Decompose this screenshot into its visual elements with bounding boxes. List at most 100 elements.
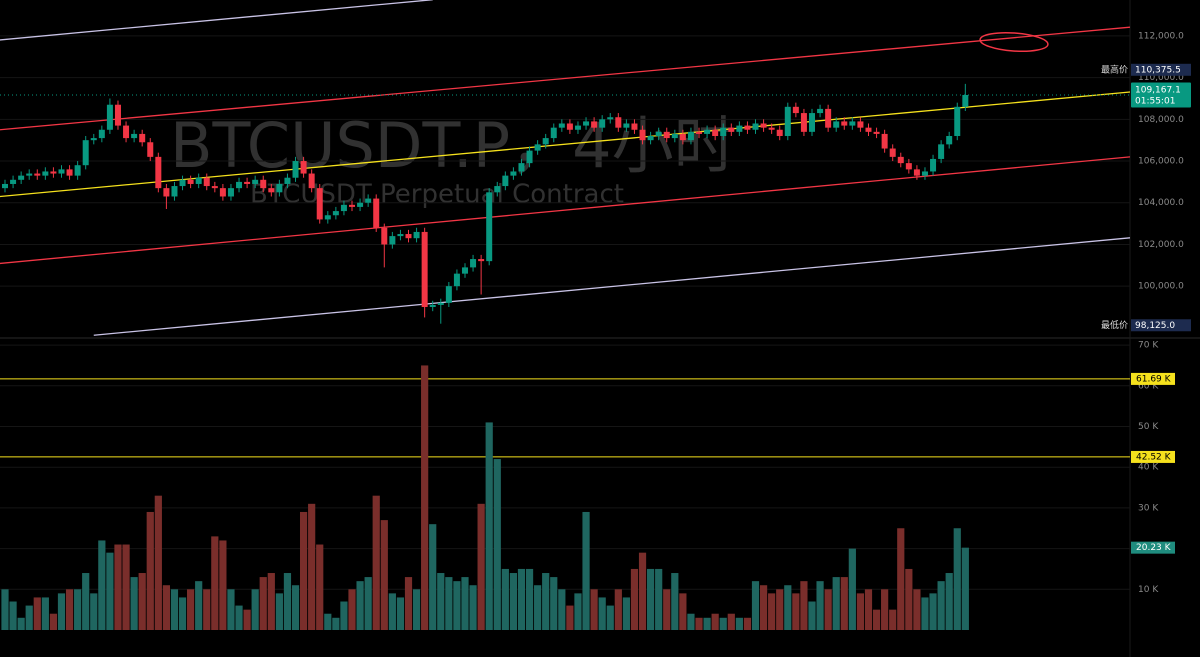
candle-body: [639, 129, 646, 141]
extreme-title: 最低价: [1101, 319, 1128, 331]
level-label: 61.69 K: [1136, 374, 1172, 384]
volume-bar: [840, 577, 848, 630]
candle-body: [405, 234, 412, 239]
candle-body: [131, 133, 138, 139]
drawn-circle: [979, 31, 1049, 53]
candle-body: [236, 181, 243, 189]
volume-bar: [243, 609, 251, 630]
volume-bar: [776, 589, 784, 630]
volume-bar: [57, 593, 66, 630]
volume-bar: [558, 589, 566, 630]
volume-bar: [719, 617, 727, 630]
candle-body: [381, 227, 388, 245]
volume-bar: [921, 597, 929, 630]
volume-bar: [324, 613, 332, 630]
candle-body: [139, 133, 146, 143]
candle-body: [494, 186, 501, 193]
candle-body: [574, 125, 581, 130]
candle-body: [704, 129, 711, 134]
candle-body: [244, 181, 251, 184]
candle-body: [800, 113, 807, 132]
volume-bar: [622, 597, 630, 630]
candle-body: [429, 304, 436, 308]
candle-body: [833, 121, 840, 128]
volume-bar: [534, 585, 542, 630]
candle-body: [421, 231, 428, 308]
candle-body: [163, 188, 170, 197]
candle-body: [10, 179, 17, 184]
candle-body: [276, 183, 283, 193]
candle-body: [478, 259, 485, 262]
candle-body: [849, 121, 856, 126]
volume-bar: [824, 589, 832, 630]
volume-bar: [195, 581, 203, 630]
candle-body: [817, 108, 824, 114]
volume-bar: [727, 613, 735, 630]
volume-bar: [905, 568, 913, 630]
volume-bar: [647, 568, 655, 630]
volume-bar: [74, 589, 82, 630]
price-plot: [0, 0, 1130, 336]
candle-body: [607, 117, 614, 120]
volume-bar: [259, 577, 267, 630]
candle-body: [373, 198, 380, 228]
candle-body: [147, 142, 154, 157]
candle-body: [671, 133, 678, 139]
candle-body: [591, 121, 598, 128]
candle-body: [962, 94, 969, 107]
volume-bar: [421, 365, 429, 630]
candle-body: [881, 133, 888, 149]
candle-body: [938, 144, 945, 159]
volume-bar: [267, 573, 275, 630]
candle-body: [437, 302, 444, 305]
watermark-title: BTCUSDT.P，4小时: [170, 109, 736, 182]
volume-bar: [364, 577, 372, 630]
y-tick-label: 104,000.0: [1138, 198, 1184, 208]
candle-body: [946, 136, 953, 145]
volume-bar: [25, 605, 33, 630]
candle-body: [631, 123, 638, 130]
volume-bar: [550, 577, 558, 630]
volume-bar: [348, 589, 356, 630]
volume-bar: [832, 577, 840, 630]
volume-bar: [792, 593, 800, 630]
extreme-title: 最高价: [1101, 63, 1128, 75]
candle-body: [179, 179, 186, 187]
candle-body: [792, 106, 799, 114]
candle-body: [82, 140, 89, 166]
volume-bar: [687, 613, 695, 630]
y-tick-label: 10 K: [1138, 585, 1159, 595]
channel-line: [0, 156, 1130, 265]
volume-last-label: 20.23 K: [1136, 543, 1172, 553]
volume-bar: [372, 495, 380, 630]
volume-bar: [308, 503, 316, 630]
volume-bar: [146, 511, 154, 630]
candle-body: [155, 156, 162, 189]
candle-body: [187, 179, 194, 184]
channel-line: [93, 237, 1130, 336]
y-tick-label: 100,000.0: [1138, 282, 1184, 292]
level-label: 42.52 K: [1136, 452, 1172, 462]
volume-bar: [388, 593, 396, 630]
candle-body: [784, 106, 791, 137]
volume-bar: [945, 573, 953, 630]
volume-tag: [1131, 541, 1175, 554]
candle-body: [760, 123, 767, 128]
candle-body: [583, 121, 590, 126]
volume-bar: [566, 605, 574, 630]
volume-bar: [848, 548, 856, 630]
candle-body: [679, 133, 686, 141]
candle-body: [486, 192, 493, 262]
countdown: 01:55:01: [1135, 96, 1175, 106]
candle-body: [284, 177, 291, 184]
candle-body: [873, 131, 880, 134]
candle-body: [98, 129, 105, 139]
candle-body: [2, 183, 8, 189]
candle-body: [825, 108, 832, 128]
volume-bar: [17, 617, 25, 630]
volume-bar: [227, 589, 235, 630]
volume-bar: [897, 528, 905, 630]
volume-bar: [437, 573, 445, 630]
volume-bar: [582, 511, 590, 630]
